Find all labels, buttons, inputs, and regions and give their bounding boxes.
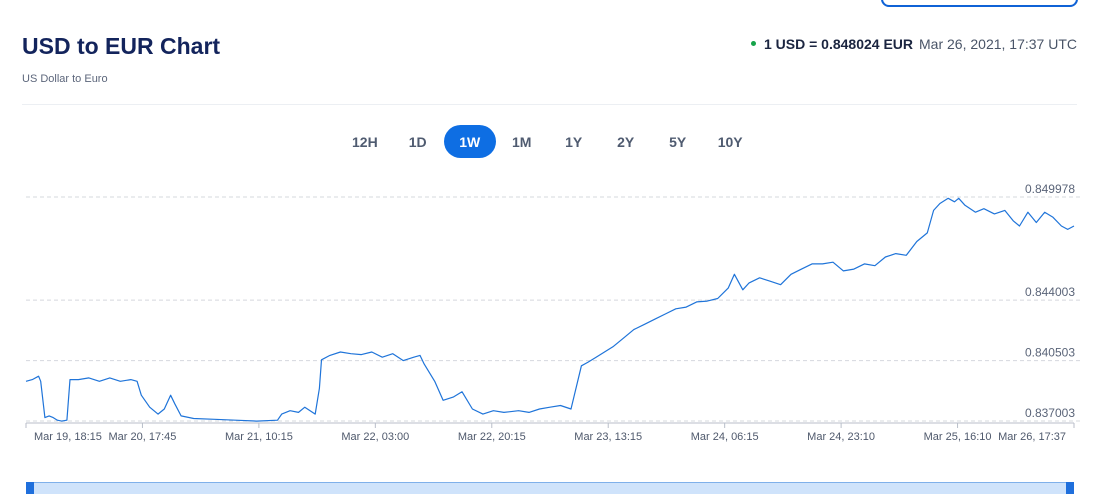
range-button-1w[interactable]: 1W bbox=[443, 125, 496, 158]
x-tick-label: Mar 26, 17:37 bbox=[998, 431, 1066, 443]
range-button-1d[interactable]: 1D bbox=[408, 133, 427, 150]
y-tick-label: 0.844003 bbox=[1025, 285, 1075, 299]
x-tick-label: Mar 21, 10:15 bbox=[225, 431, 293, 443]
header-divider bbox=[22, 104, 1077, 105]
time-range-selector: 12H 1D 1W 1M 1Y 2Y 5Y 10Y bbox=[338, 125, 757, 158]
range-button-1m[interactable]: 1M bbox=[511, 133, 532, 150]
live-rate: 1 USD = 0.848024 EUR Mar 26, 2021, 17:37 … bbox=[750, 36, 1077, 52]
y-tick-label: 0.837003 bbox=[1025, 406, 1075, 420]
page-title: USD to EUR Chart bbox=[22, 33, 221, 59]
x-tick-label: Mar 24, 23:10 bbox=[807, 431, 875, 443]
range-button-1y[interactable]: 1Y bbox=[565, 133, 583, 150]
x-tick-label: Mar 22, 20:15 bbox=[458, 431, 526, 443]
range-button-10y[interactable]: 10Y bbox=[717, 133, 743, 150]
x-tick-label: Mar 19, 18:15 bbox=[34, 431, 102, 443]
y-tick-label: 0.840503 bbox=[1025, 346, 1075, 360]
range-button-2y[interactable]: 2Y bbox=[617, 133, 635, 150]
series-line-0 bbox=[25, 197, 1075, 422]
rate-timestamp: Mar 26, 2021, 17:37 UTC bbox=[919, 36, 1077, 52]
page-subtitle: US Dollar to Euro bbox=[22, 73, 108, 85]
x-tick-label: Mar 24, 06:15 bbox=[691, 431, 759, 443]
x-tick-label: Mar 22, 03:00 bbox=[341, 431, 409, 443]
navigator-left-handle[interactable] bbox=[26, 482, 34, 494]
range-button-12h[interactable]: 12H bbox=[352, 133, 378, 150]
navigator-right-handle[interactable] bbox=[1066, 482, 1074, 494]
x-tick-label: Mar 20, 17:45 bbox=[109, 431, 177, 443]
x-tick-label: Mar 25, 16:10 bbox=[924, 431, 992, 443]
x-tick-label: Mar 23, 13:15 bbox=[574, 431, 642, 443]
rate-value: 1 USD = 0.848024 EUR bbox=[763, 36, 914, 52]
range-button-5y[interactable]: 5Y bbox=[669, 133, 687, 150]
range-navigator[interactable] bbox=[26, 482, 1072, 494]
y-tick-label: 0.849978 bbox=[1025, 182, 1075, 196]
live-status-dot-icon bbox=[750, 40, 756, 46]
